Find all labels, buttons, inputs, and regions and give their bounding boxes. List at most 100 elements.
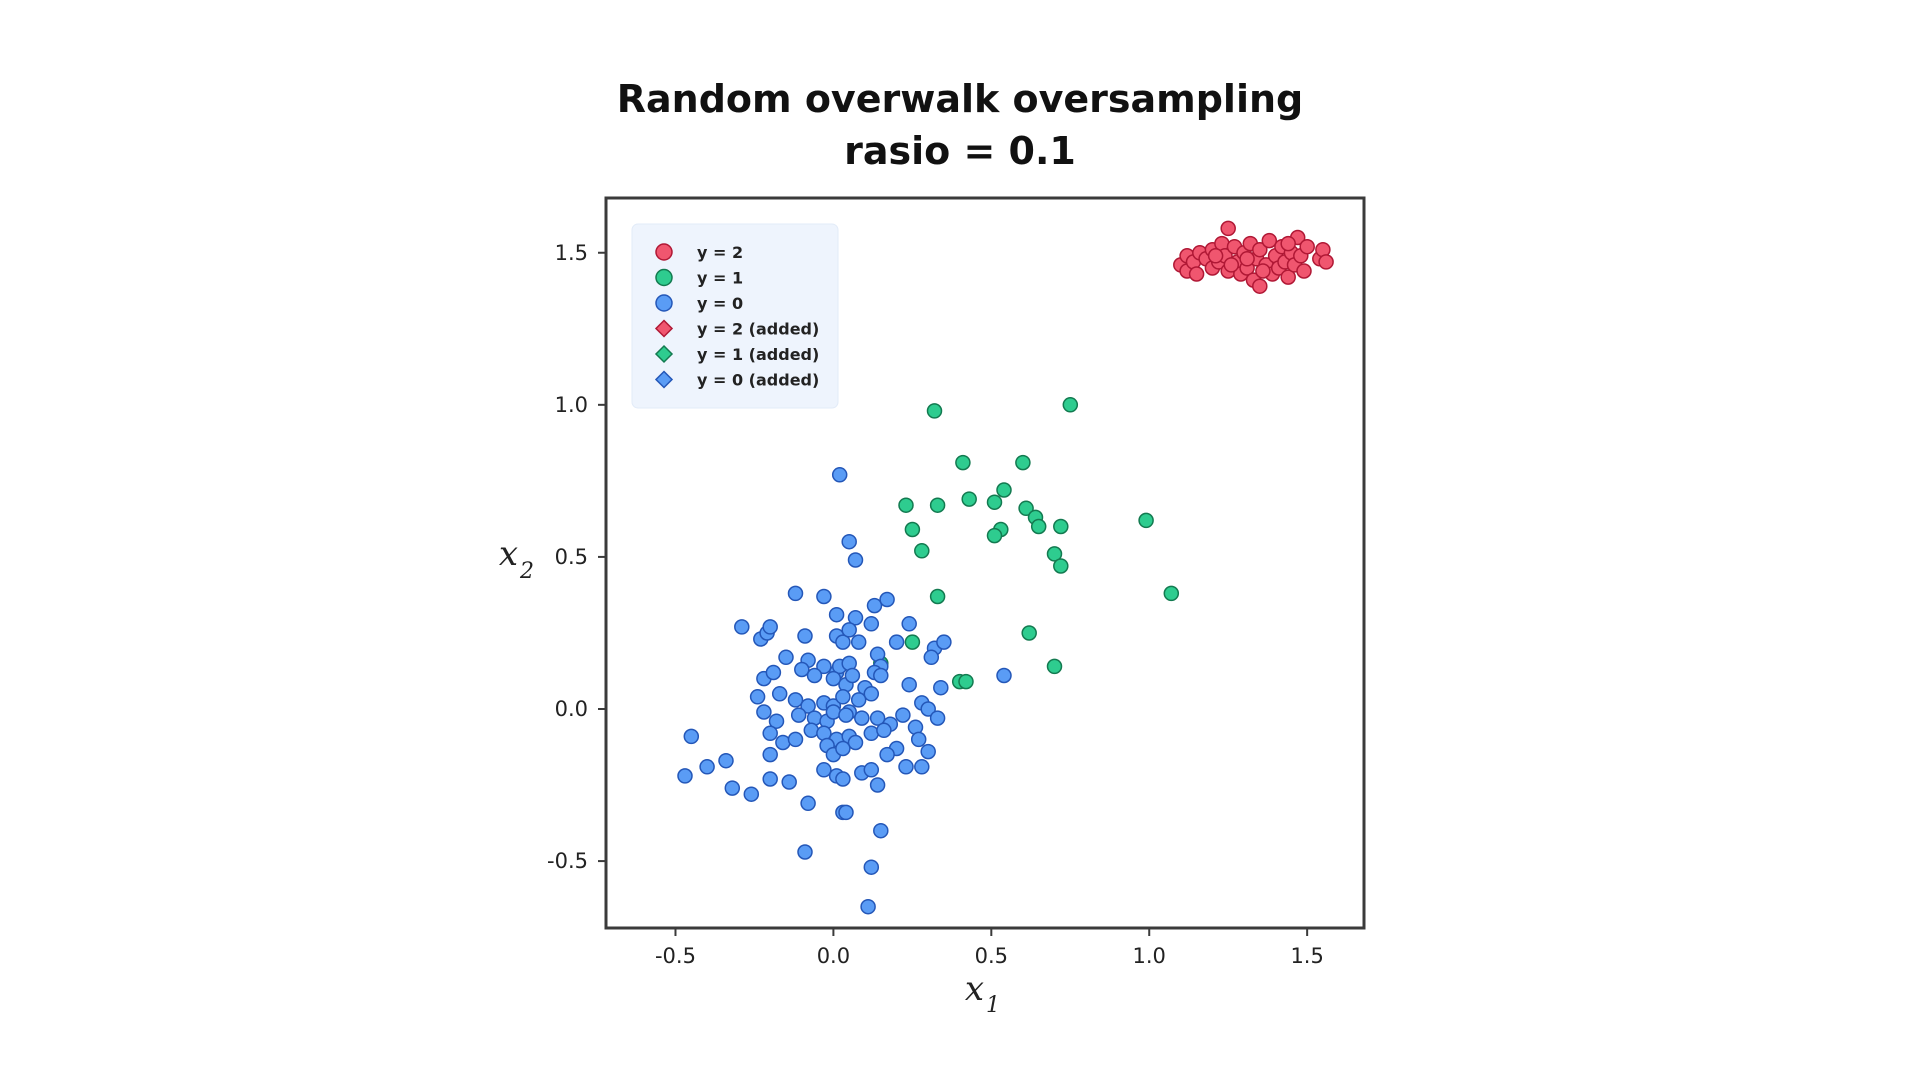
data-point-series-2-89 bbox=[835, 740, 851, 757]
data-point-series-0-4 bbox=[1188, 266, 1205, 282]
data-point-series-2-73 bbox=[787, 731, 804, 748]
data-point-series-2-18 bbox=[863, 616, 880, 632]
legend-marker-3 bbox=[654, 319, 674, 338]
x-axis-label: x 1 bbox=[965, 969, 1000, 1018]
data-point-series-1-4 bbox=[898, 497, 914, 513]
data-point-series-2-9 bbox=[734, 619, 750, 635]
legend-label-4: y = 1 (added) bbox=[697, 345, 819, 364]
data-point-series-1-18 bbox=[1046, 546, 1063, 562]
data-point-series-2-7 bbox=[847, 610, 864, 626]
chart-title-line-2: rasio = 0.1 bbox=[844, 129, 1076, 173]
x-axis-label-base: x bbox=[965, 969, 984, 1009]
data-point-series-2-21 bbox=[816, 658, 832, 675]
legend-marker-2 bbox=[655, 294, 673, 312]
data-point-series-1-19 bbox=[1053, 558, 1069, 574]
data-point-series-2-65 bbox=[854, 710, 870, 726]
data-point-series-2-102 bbox=[898, 759, 914, 775]
y-axis-label-base: x bbox=[499, 534, 518, 574]
legend-label-1: y = 1 bbox=[697, 269, 743, 288]
x-tick-label-2: 0.5 bbox=[975, 944, 1008, 968]
data-point-series-1-7 bbox=[996, 482, 1012, 498]
data-point-series-1-17 bbox=[914, 543, 930, 559]
data-point-series-0-22 bbox=[1252, 278, 1268, 294]
data-point-series-2-59 bbox=[768, 713, 785, 729]
data-point-series-2-70 bbox=[683, 728, 700, 745]
data-point-series-2-101 bbox=[869, 777, 886, 793]
data-point-series-0-42 bbox=[1255, 263, 1271, 279]
y-tick-label-0: -0.5 bbox=[547, 849, 588, 873]
data-point-series-2-107 bbox=[873, 822, 889, 839]
data-point-series-2-58 bbox=[756, 704, 772, 720]
data-point-series-1-12 bbox=[1053, 518, 1069, 535]
data-point-series-2-80 bbox=[876, 722, 892, 739]
data-point-series-1-5 bbox=[929, 497, 946, 513]
legend-label-3: y = 2 (added) bbox=[697, 320, 819, 339]
y-axis-label-sub: 2 bbox=[519, 559, 534, 584]
data-point-series-0-36 bbox=[1296, 263, 1312, 279]
data-point-series-2-79 bbox=[863, 725, 880, 742]
data-point-series-2-82 bbox=[910, 731, 927, 748]
data-point-series-2-15 bbox=[835, 634, 851, 650]
y-axis-ticks: -0.5 0.0 0.5 1.0 1.5 bbox=[547, 241, 606, 873]
data-point-series-2-96 bbox=[816, 762, 832, 778]
data-point-series-2-56 bbox=[920, 701, 936, 717]
data-point-series-2-91 bbox=[677, 768, 693, 784]
plot-frame bbox=[604, 196, 1366, 930]
data-point-series-2-57 bbox=[929, 710, 946, 726]
data-point-series-2-28 bbox=[901, 616, 917, 632]
data-point-series-2-13 bbox=[797, 628, 813, 644]
data-point-series-2-36 bbox=[825, 670, 842, 687]
legend-marker-5 bbox=[654, 370, 674, 389]
data-point-series-0-44 bbox=[1207, 248, 1224, 264]
data-point-series-2-104 bbox=[800, 795, 816, 812]
legend-label-2: y = 0 bbox=[697, 294, 743, 313]
data-point-series-2-8 bbox=[828, 606, 845, 623]
legend-marker-4 bbox=[654, 344, 674, 364]
data-point-series-2-12 bbox=[762, 619, 778, 635]
data-point-series-1-22 bbox=[1021, 625, 1037, 641]
legend: y = 2 y = 1 y = 0 y = 2 (added) y = 1 (added… bbox=[631, 223, 839, 409]
data-point-series-1-20 bbox=[1163, 585, 1180, 602]
data-point-series-2-17 bbox=[850, 634, 867, 650]
data-point-series-2-83 bbox=[920, 743, 936, 760]
legend-marker-1 bbox=[655, 268, 673, 287]
data-point-series-2-6 bbox=[879, 591, 895, 608]
data-point-series-2-103 bbox=[914, 759, 930, 775]
data-point-series-2-74 bbox=[803, 722, 820, 739]
data-point-series-2-53 bbox=[850, 692, 867, 708]
legend-label-0: y = 2 bbox=[697, 243, 743, 262]
data-point-series-1-11 bbox=[1030, 518, 1047, 535]
data-point-series-2-2 bbox=[847, 552, 864, 568]
data-point-series-1-3 bbox=[1015, 454, 1031, 471]
data-point-series-0-31 bbox=[1280, 269, 1296, 285]
data-point-series-2-47 bbox=[787, 692, 804, 708]
data-point-series-1-15 bbox=[986, 527, 1003, 544]
data-point-series-2-108 bbox=[797, 844, 813, 860]
data-point-series-0-45 bbox=[1239, 251, 1255, 267]
data-point-series-2-60 bbox=[790, 707, 807, 723]
data-point-series-2-85 bbox=[718, 752, 734, 769]
data-point-series-2-43 bbox=[933, 679, 949, 696]
data-point-series-2-63 bbox=[825, 704, 842, 720]
x-axis-label-sub: 1 bbox=[986, 993, 1000, 1018]
data-point-series-1-21 bbox=[929, 588, 946, 605]
data-point-series-2-92 bbox=[724, 780, 741, 796]
svg-text:x: x bbox=[965, 969, 984, 1009]
data-point-series-2-4 bbox=[816, 588, 832, 605]
data-point-series-2-46 bbox=[771, 686, 788, 702]
data-point-series-2-84 bbox=[699, 759, 715, 775]
x-tick-label-0: -0.5 bbox=[655, 944, 696, 968]
data-point-series-2-42 bbox=[901, 676, 917, 693]
legend-box bbox=[631, 223, 839, 409]
data-point-series-2-78 bbox=[847, 734, 864, 751]
data-point-series-2-54 bbox=[863, 686, 880, 702]
data-point-series-2-51 bbox=[835, 689, 851, 705]
data-point-series-1-1 bbox=[1062, 397, 1079, 413]
data-point-series-2-106 bbox=[838, 804, 854, 821]
data-point-series-2-93 bbox=[743, 786, 760, 802]
data-point-series-0-23 bbox=[1252, 241, 1268, 258]
data-point-series-2-30 bbox=[936, 634, 952, 650]
data-point-series-0-41 bbox=[1223, 257, 1240, 273]
data-point-series-2-71 bbox=[762, 725, 778, 742]
